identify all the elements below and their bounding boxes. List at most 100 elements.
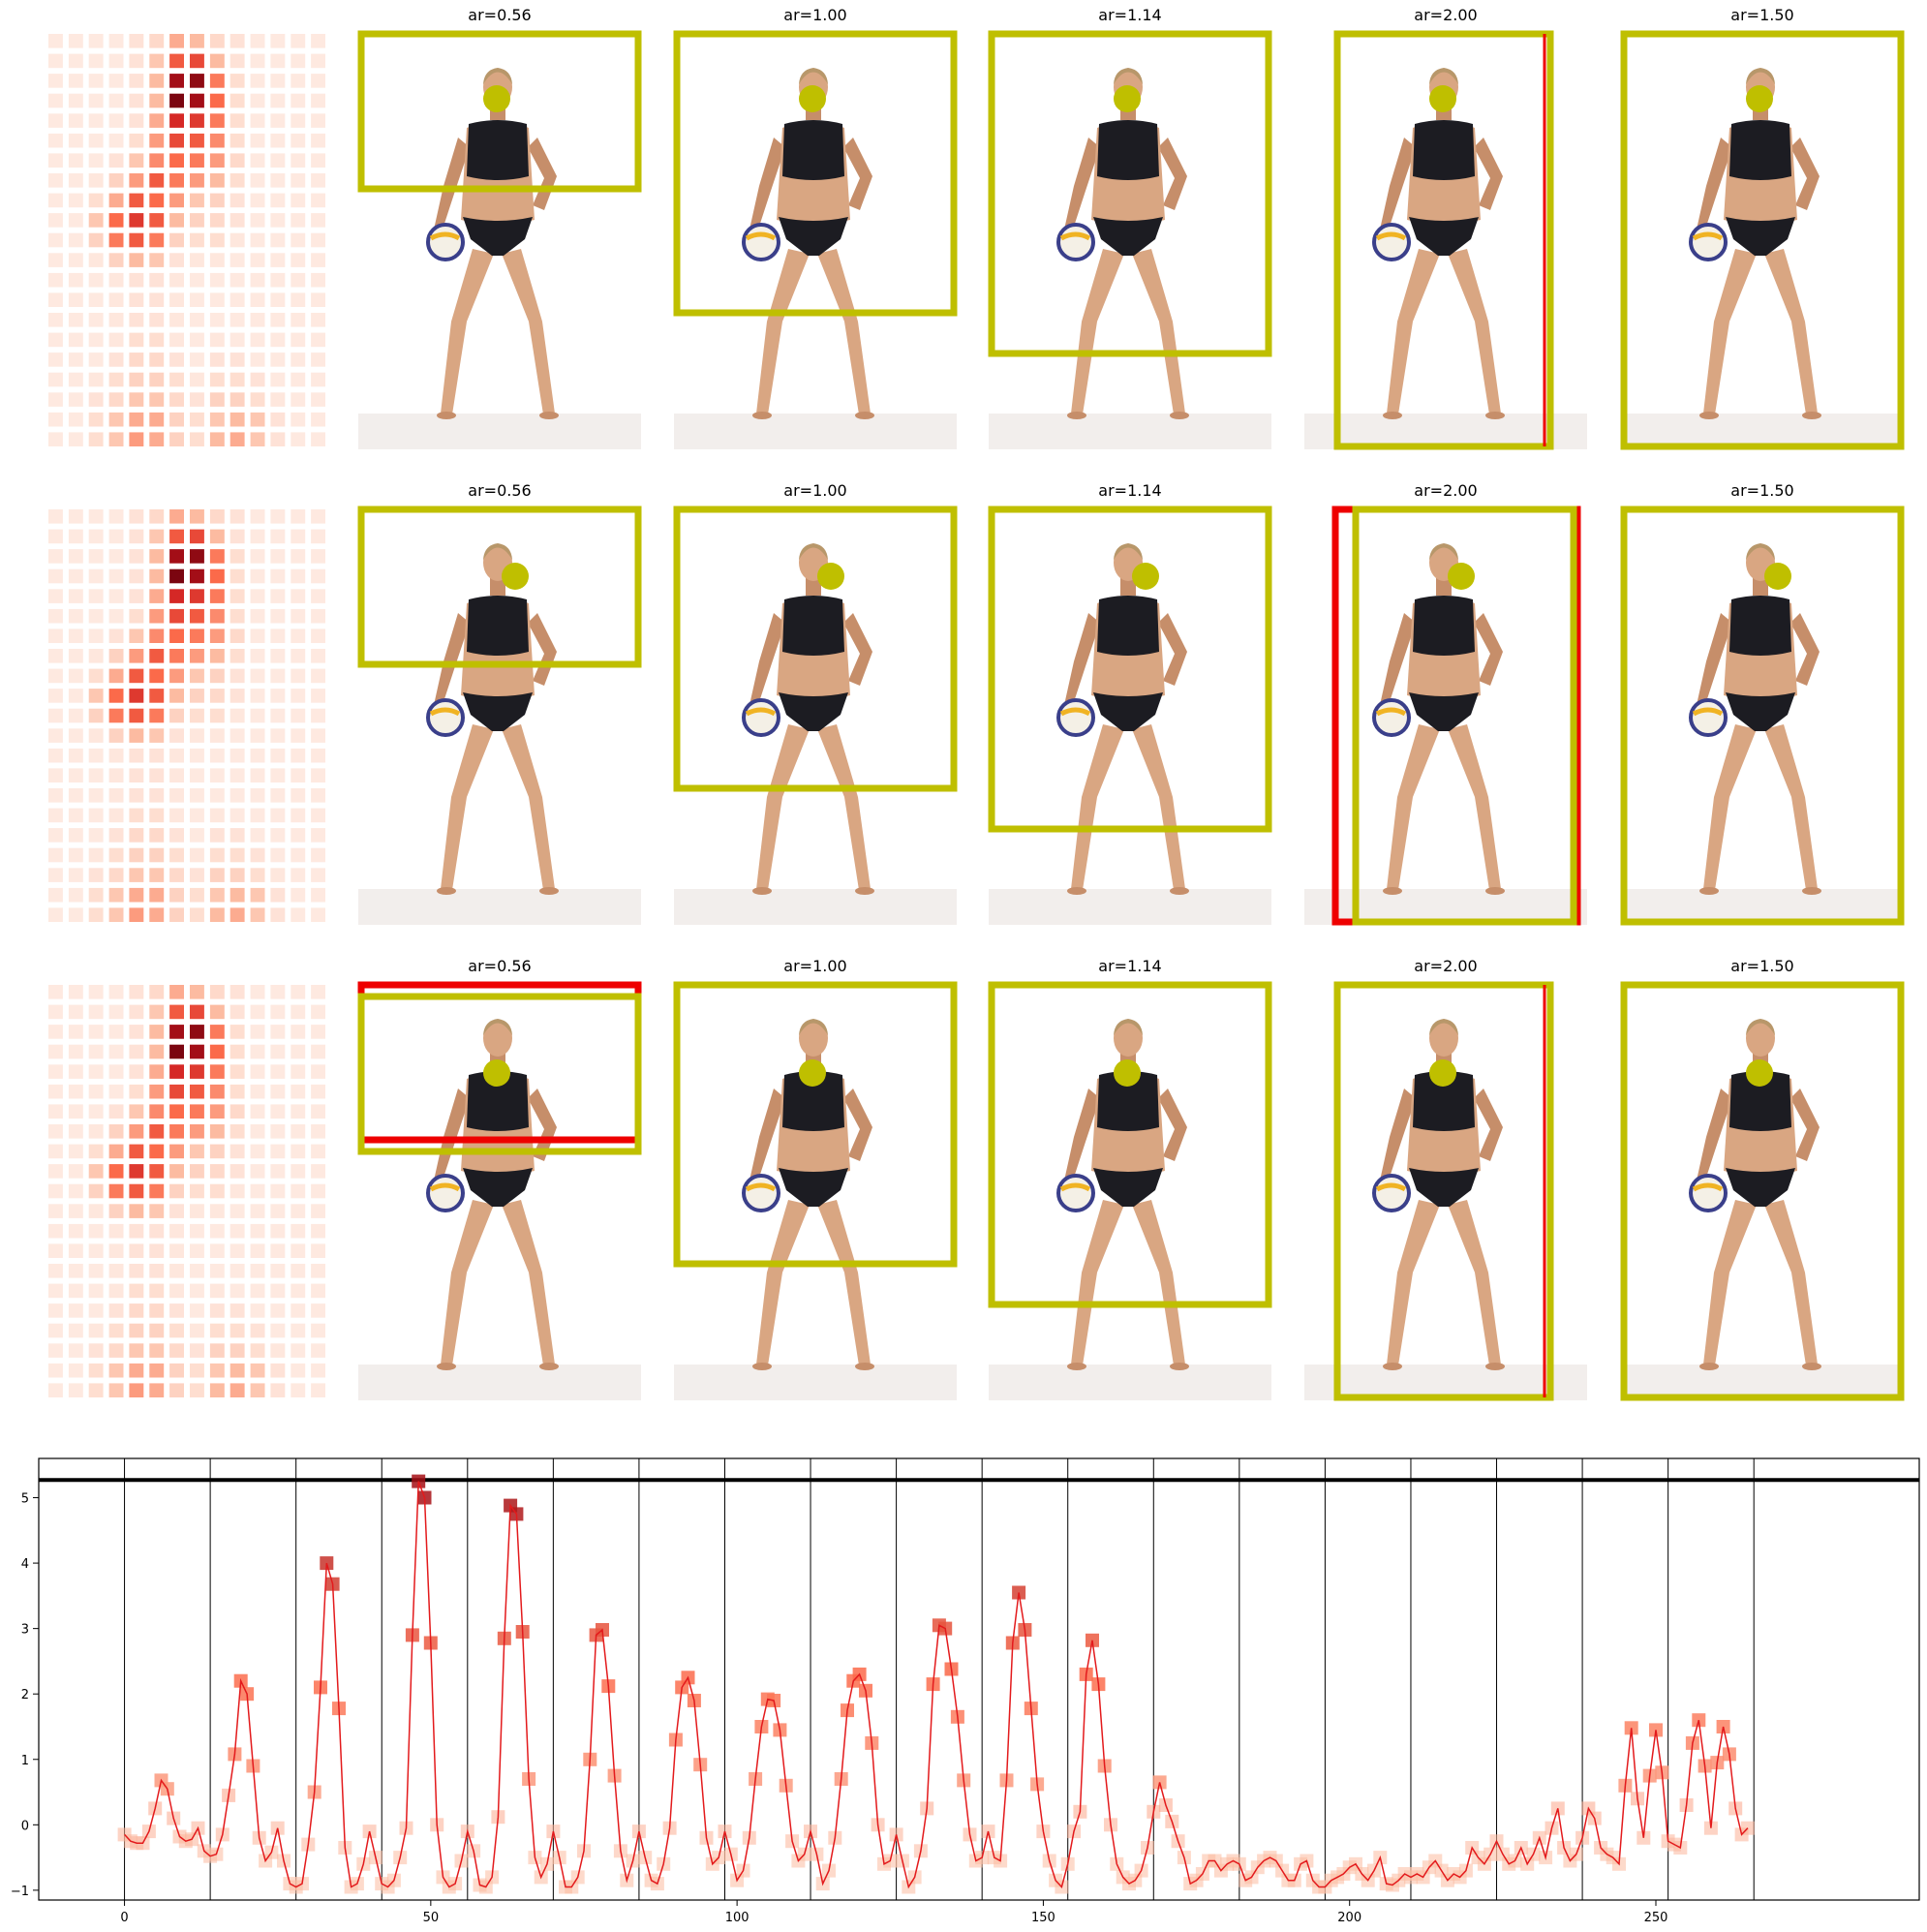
heatmap-cell [108, 1223, 124, 1239]
heatmap-cell [68, 1084, 83, 1099]
heatmap-cell [270, 808, 286, 823]
heatmap-cell [291, 53, 306, 69]
heatmap-cell [209, 53, 225, 69]
heatmap-cell [68, 1183, 83, 1199]
heatmap-cell [48, 1164, 63, 1179]
volleyball [1372, 1174, 1411, 1212]
heatmap-cell [291, 1044, 306, 1059]
crop-panel [988, 506, 1272, 925]
heatmap-cell [68, 728, 83, 743]
heatmap-cell [291, 412, 306, 427]
heatmap-cell [311, 985, 325, 999]
heatmap-cell [88, 529, 104, 544]
heatmap-cell [209, 1303, 225, 1318]
heatmap-cell [291, 1383, 306, 1397]
heatmap-cell [88, 808, 104, 823]
heatmap-cell [48, 1004, 63, 1020]
heatmap-cell [169, 193, 184, 208]
heatmap-cell [270, 173, 286, 188]
heatmap-cell [129, 1084, 144, 1099]
focus-point [1114, 85, 1141, 112]
crop-box [1620, 30, 1905, 450]
right-foot [539, 1363, 559, 1370]
panel-title: ar=0.56 [468, 481, 532, 500]
heatmap-cell [190, 509, 204, 524]
heatmap-cell [311, 768, 325, 782]
heatmap-cell [129, 232, 144, 248]
heatmap-cell [129, 74, 144, 88]
heatmap-cell [209, 509, 225, 524]
heatmap-cell [209, 1064, 225, 1079]
heatmap-cell [190, 847, 204, 863]
x-tick-label: 100 [725, 1911, 749, 1925]
right-foot [1802, 1363, 1821, 1370]
hair [799, 68, 828, 84]
heatmap-cell [108, 392, 124, 407]
heatmap-cell [149, 372, 165, 387]
heatmap-cell [88, 272, 104, 288]
heatmap-cell [291, 1084, 306, 1099]
heatmap-cell [190, 1243, 204, 1258]
heatmap-cell [68, 649, 83, 663]
crop-box [1352, 506, 1577, 926]
heatmap-cell [108, 1164, 124, 1179]
volleyball-stripe [1059, 707, 1091, 717]
heatmap-cell [149, 272, 165, 288]
heatmap-cell [311, 748, 325, 763]
volleyball-stripe [1375, 231, 1407, 241]
heatmap-cell [48, 53, 63, 69]
heatmap-cell [88, 768, 104, 782]
heatmap-cell [149, 74, 165, 88]
heatmap-cell [48, 353, 63, 367]
heatmap-cell [108, 1064, 124, 1079]
volleyball [742, 223, 780, 261]
left-arm [1380, 138, 1416, 232]
heatmap-cell [129, 1183, 144, 1199]
heatmap-cell [291, 608, 306, 624]
heatmap-cell [68, 509, 83, 524]
heatmap-cell [190, 529, 204, 544]
heatmap-cell [209, 568, 225, 584]
heatmap-cell [311, 133, 325, 148]
heatmap-cell [88, 748, 104, 763]
heatmap-cell [250, 847, 265, 863]
hair [799, 543, 828, 560]
crop-box [1620, 506, 1905, 926]
heatmap-cell [229, 392, 245, 407]
heatmap-cell [229, 828, 245, 843]
heatmap-cell [68, 1204, 83, 1218]
heatmap-cell [48, 868, 63, 882]
heatmap-cell [48, 1303, 63, 1318]
heatmap-cell [190, 549, 204, 564]
right-leg [502, 1200, 555, 1365]
heatmap-cell [149, 768, 165, 782]
heatmap-cell [88, 1204, 104, 1218]
heatmap-cell [88, 113, 104, 128]
heatmap-cell [190, 1323, 204, 1338]
x-tick-label: 0 [120, 1911, 128, 1925]
heatmap-cell [229, 568, 245, 584]
heatmap-cell [229, 689, 245, 703]
crop-box [988, 981, 1272, 1308]
heatmap-cell [270, 412, 286, 427]
left-leg [441, 1200, 494, 1365]
focus-point [483, 1059, 510, 1087]
heatmap-cell [229, 153, 245, 168]
heatmap-cell [229, 985, 245, 999]
heatmap-cell [190, 589, 204, 603]
heatmap-cell [209, 432, 225, 446]
heatmap-cell [88, 1025, 104, 1039]
sports-top [1413, 596, 1475, 656]
heatmap-cell [250, 213, 265, 228]
heatmap-cell [311, 232, 325, 248]
heatmap-cell [48, 808, 63, 823]
heatmap-cell [149, 353, 165, 367]
heatmap-cell [149, 432, 165, 446]
left-foot [752, 887, 772, 895]
heatmap-cell [291, 529, 306, 544]
heatmap-cell [270, 549, 286, 564]
heatmap-cell [250, 34, 265, 48]
heatmap-cell [229, 332, 245, 348]
heatmap-cell [129, 1383, 144, 1397]
heatmap-cell [229, 887, 245, 903]
